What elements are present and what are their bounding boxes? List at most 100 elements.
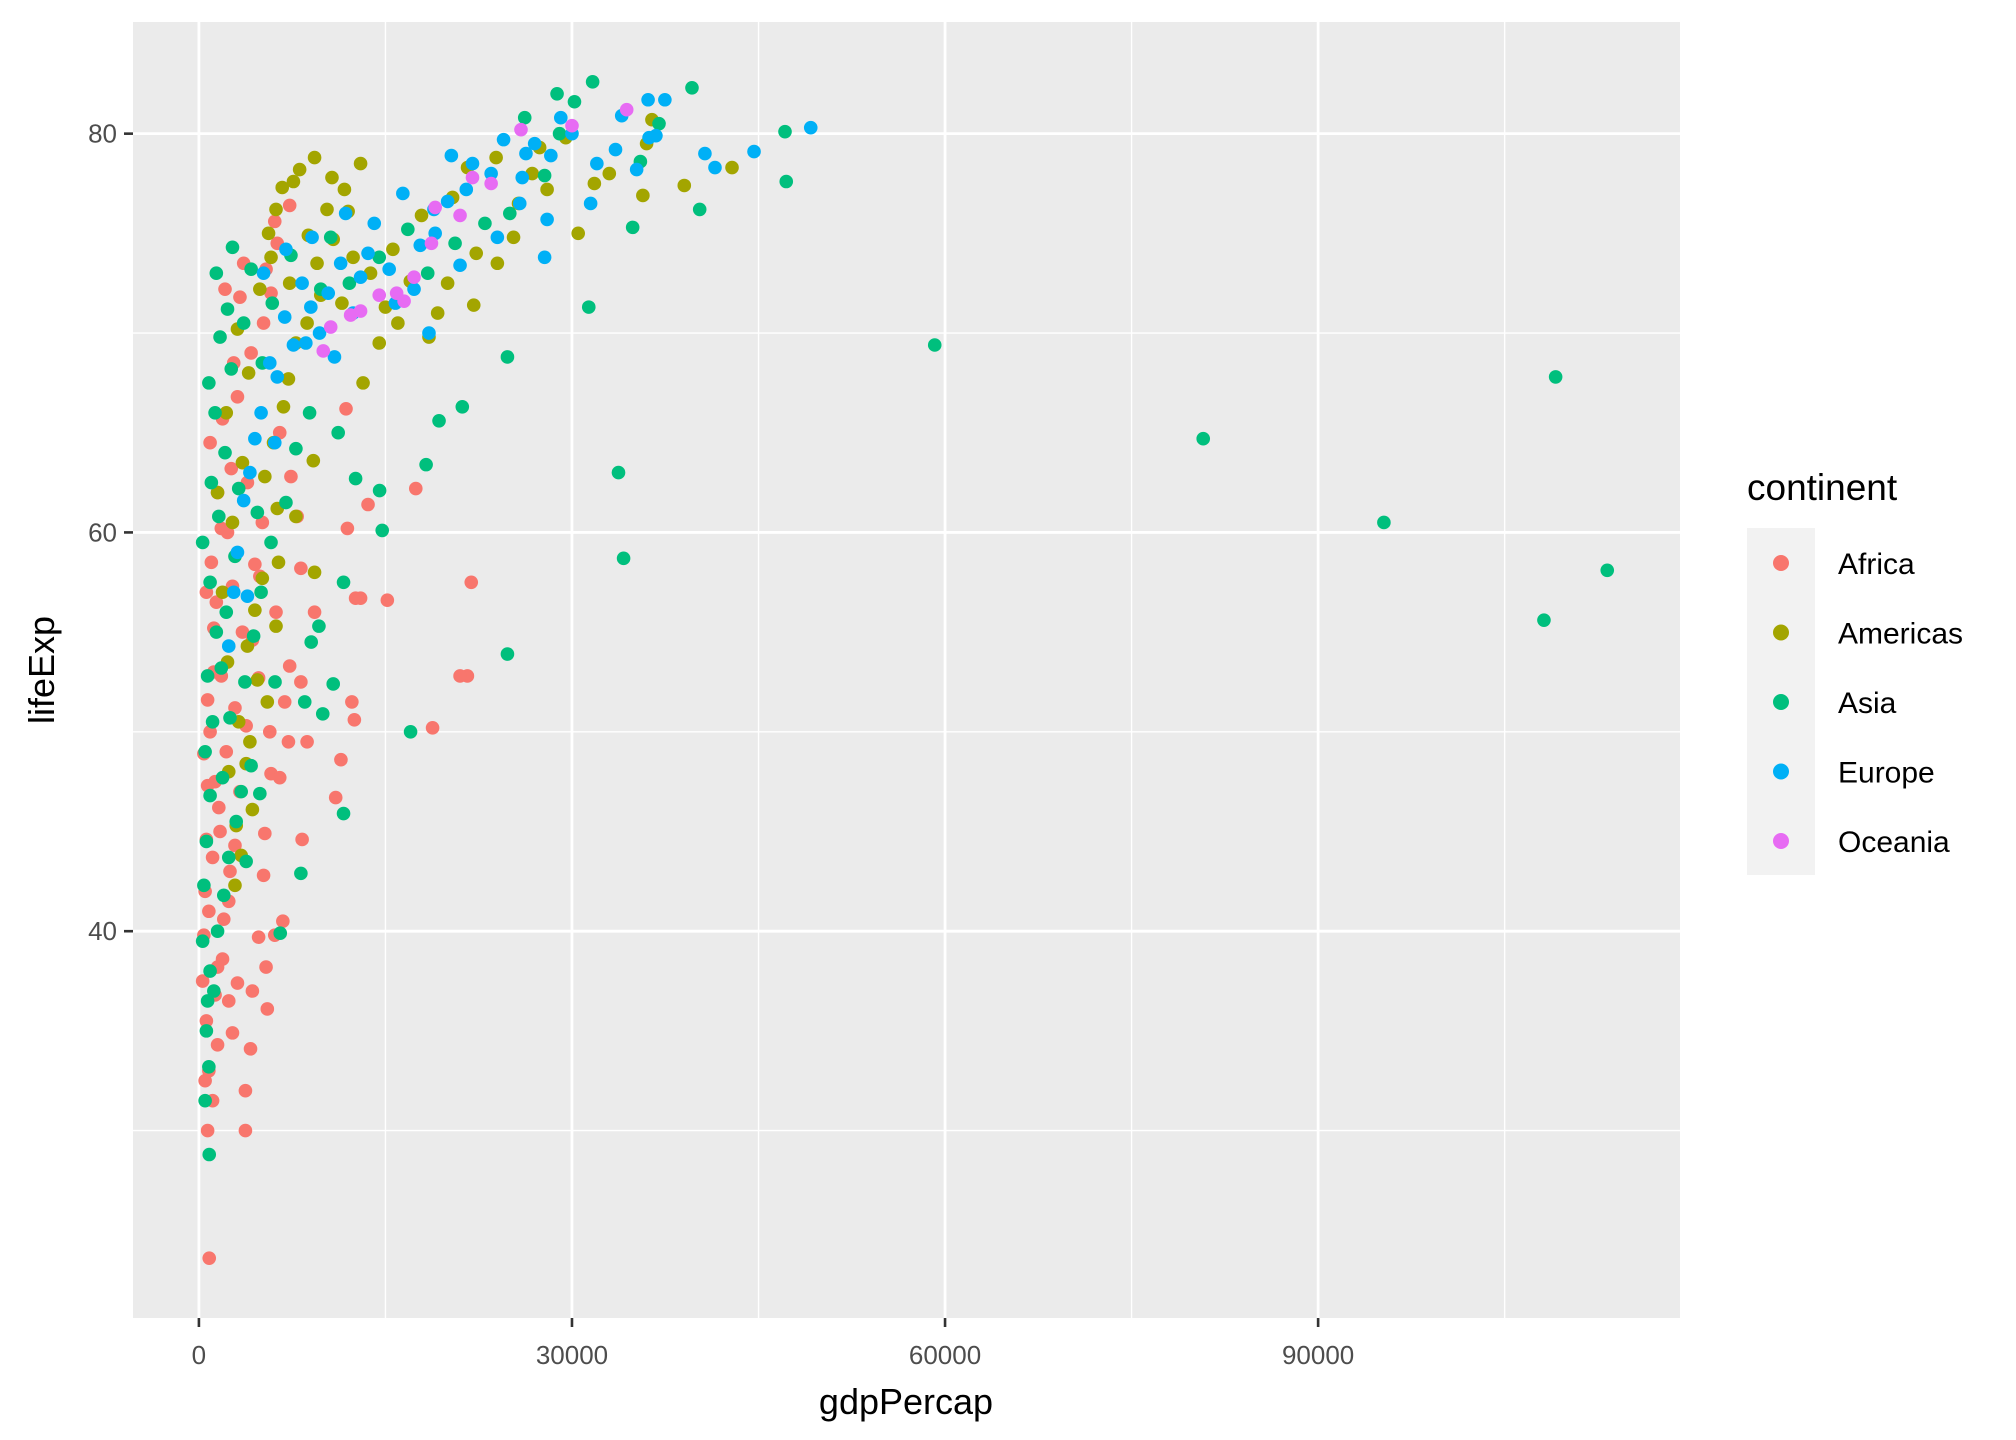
point-americas	[414, 208, 429, 223]
point-asia	[517, 110, 532, 125]
point-asia	[207, 984, 221, 998]
point-europe	[490, 230, 505, 245]
x-tick-label: 30000	[536, 1340, 608, 1370]
point-asia	[216, 888, 231, 903]
point-africa	[202, 904, 216, 919]
point-africa	[464, 575, 479, 590]
point-asia	[203, 788, 217, 803]
major-gridlines	[133, 22, 1680, 1318]
point-americas	[271, 555, 286, 570]
point-asia	[209, 625, 224, 639]
minor-gridlines	[133, 22, 1680, 1318]
point-europe	[295, 276, 309, 290]
point-oceania	[619, 102, 634, 117]
legend-key-asia-icon	[1773, 694, 1789, 710]
point-oceania	[428, 200, 442, 215]
point-africa	[204, 555, 219, 570]
point-europe	[444, 148, 459, 163]
point-europe	[277, 310, 292, 324]
point-asia	[585, 75, 600, 89]
point-americas	[571, 226, 585, 241]
point-asia	[195, 934, 210, 948]
point-asia	[203, 575, 217, 590]
point-africa	[200, 1123, 215, 1138]
point-americas	[310, 256, 324, 271]
point-asia	[203, 964, 217, 978]
point-africa	[198, 1073, 212, 1088]
y-axis-ticks: 40 60 80	[88, 119, 133, 946]
point-asia	[279, 495, 293, 510]
point-americas	[386, 242, 400, 257]
point-asia	[455, 400, 470, 414]
point-asia	[420, 266, 435, 281]
point-oceania	[353, 304, 368, 318]
point-africa	[219, 744, 234, 759]
point-asia	[199, 1024, 214, 1038]
point-asia	[215, 770, 230, 785]
point-europe	[396, 186, 410, 201]
point-americas	[307, 150, 322, 165]
point-americas	[286, 174, 301, 189]
point-africa	[380, 593, 395, 608]
point-europe	[312, 326, 327, 340]
point-asia	[503, 206, 517, 221]
legend-title: continent	[1747, 467, 1898, 508]
point-americas	[353, 156, 368, 171]
point-europe	[590, 156, 604, 171]
point-africa	[328, 790, 343, 805]
point-asia	[273, 926, 288, 940]
point-asia	[478, 216, 492, 231]
point-africa	[251, 930, 266, 944]
point-asia	[419, 457, 433, 472]
point-africa	[294, 561, 308, 576]
point-africa	[223, 864, 237, 879]
point-africa	[269, 605, 283, 619]
point-asia	[221, 850, 236, 865]
point-asia	[500, 647, 515, 661]
point-asia	[567, 94, 582, 109]
point-europe	[413, 238, 428, 253]
point-oceania	[407, 270, 421, 285]
point-americas	[325, 170, 339, 185]
plot-panel	[133, 22, 1680, 1318]
point-americas	[292, 162, 307, 177]
point-asia	[304, 635, 319, 649]
point-europe	[496, 132, 511, 147]
y-axis-title: lifeExp	[21, 616, 62, 724]
point-asia	[250, 505, 265, 520]
point-africa	[425, 721, 440, 735]
point-africa	[334, 752, 348, 767]
point-asia	[209, 266, 224, 281]
point-africa	[282, 198, 297, 213]
point-americas	[725, 160, 739, 175]
point-africa	[210, 1038, 225, 1052]
y-tick-label: 60	[88, 517, 117, 547]
point-europe	[279, 242, 293, 257]
point-asia	[200, 669, 215, 683]
point-americas	[258, 469, 272, 484]
point-europe	[453, 258, 467, 273]
point-asia	[779, 174, 794, 189]
point-africa	[267, 214, 282, 229]
point-asia	[198, 1093, 212, 1108]
point-africa	[300, 734, 314, 749]
point-africa	[238, 1123, 253, 1138]
point-africa	[353, 591, 368, 606]
point-americas	[228, 878, 242, 893]
point-americas	[391, 316, 405, 330]
point-europe	[519, 146, 533, 161]
point-oceania	[565, 118, 579, 133]
legend-label-europe: Europe	[1838, 757, 1935, 790]
point-asia	[432, 413, 446, 428]
point-europe	[254, 405, 268, 420]
point-asia	[1196, 431, 1211, 446]
point-africa	[339, 402, 353, 416]
point-asia	[264, 535, 278, 550]
point-americas	[241, 366, 256, 380]
point-africa	[202, 1251, 217, 1265]
point-asia	[1377, 515, 1391, 530]
point-africa	[345, 695, 359, 709]
point-asia	[1600, 563, 1615, 578]
point-europe	[367, 216, 382, 231]
point-europe	[540, 212, 554, 227]
